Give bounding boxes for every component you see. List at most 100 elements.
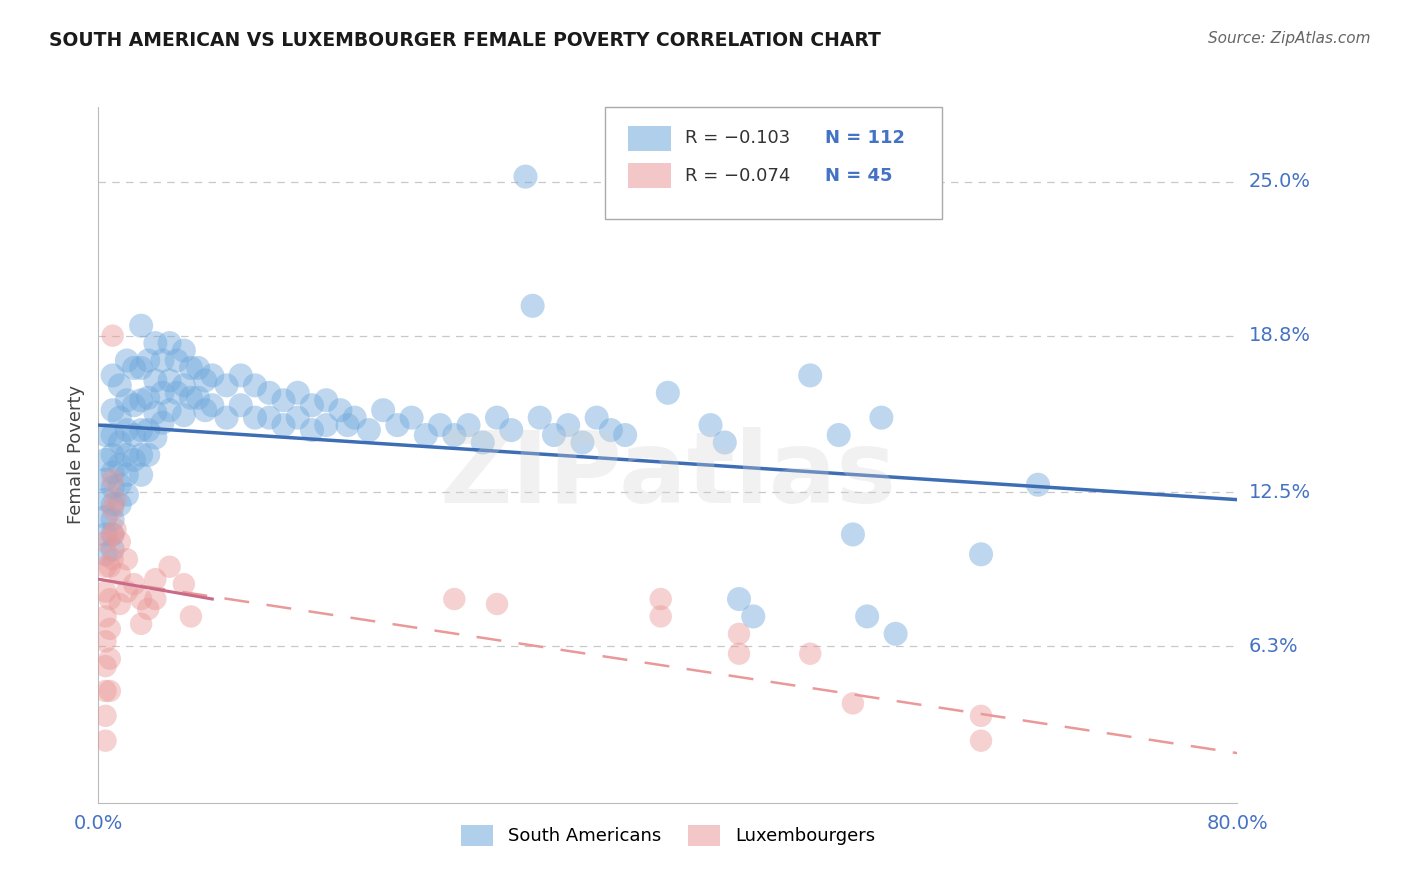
Point [145,592,167,607]
Point [98,622,121,636]
Point [273,418,295,433]
Point [443,428,465,442]
Point [194,403,217,417]
Text: 12.5%: 12.5% [1249,483,1310,501]
Y-axis label: Female Poverty: Female Poverty [66,385,84,524]
Point [101,473,124,487]
Point [173,343,195,358]
Point [136,423,159,437]
Text: 25.0%: 25.0% [1249,172,1310,191]
Point [115,467,138,482]
Point [115,448,138,462]
Point [129,423,152,437]
Point [273,393,295,408]
Point [104,492,127,507]
Point [115,488,138,502]
Point [94,453,117,467]
Point [108,534,131,549]
Point [571,435,593,450]
Point [243,378,266,392]
Point [970,547,993,561]
Point [336,418,359,433]
Point [98,559,121,574]
Point [136,391,159,405]
Point [152,385,174,400]
Point [600,423,623,437]
Point [1026,477,1049,491]
Point [799,647,821,661]
Point [94,584,117,599]
Point [315,393,337,408]
Point [201,368,224,383]
Point [101,480,124,494]
Point [187,391,209,405]
Point [842,697,865,711]
Point [129,592,152,607]
Point [201,398,224,412]
Point [115,552,138,566]
Point [301,398,323,412]
Point [94,428,117,442]
Point [101,502,124,516]
Point [970,733,993,747]
Point [101,542,124,557]
Point [115,393,138,408]
Point [94,473,117,487]
Point [357,423,380,437]
Point [94,534,117,549]
Text: Source: ZipAtlas.com: Source: ZipAtlas.com [1208,31,1371,46]
Point [970,708,993,723]
Point [145,406,167,420]
Point [614,428,637,442]
Point [457,418,479,433]
Point [315,418,337,433]
Point [122,577,145,591]
Point [159,336,181,351]
Point [104,523,127,537]
Point [108,435,131,450]
Point [173,408,195,422]
Point [443,592,465,607]
Point [842,527,865,541]
Point [259,410,281,425]
Point [136,602,159,616]
Point [94,559,117,574]
Point [301,423,323,437]
Point [343,410,366,425]
Point [799,368,821,383]
Point [115,584,138,599]
Point [115,423,138,437]
Point [180,361,202,376]
Point [101,512,124,526]
Point [585,410,607,425]
Point [108,477,131,491]
Point [515,169,537,184]
Point [728,592,751,607]
Point [529,410,551,425]
Point [215,410,238,425]
Point [129,393,152,408]
Point [101,448,124,462]
Point [180,609,202,624]
Point [101,527,124,541]
Point [136,353,159,368]
Point [94,733,117,747]
Point [329,403,352,417]
Text: SOUTH AMERICAN VS LUXEMBOURGER FEMALE POVERTY CORRELATION CHART: SOUTH AMERICAN VS LUXEMBOURGER FEMALE PO… [49,31,882,50]
Point [486,410,509,425]
Point [122,398,145,412]
Point [373,403,395,417]
Point [94,492,117,507]
Point [714,435,737,450]
Point [108,378,131,392]
Point [166,385,188,400]
Point [287,410,309,425]
Point [401,410,423,425]
Point [98,592,121,607]
Point [129,448,152,462]
Point [501,423,523,437]
Point [101,428,124,442]
Point [728,647,751,661]
Point [122,453,145,467]
Point [115,353,138,368]
